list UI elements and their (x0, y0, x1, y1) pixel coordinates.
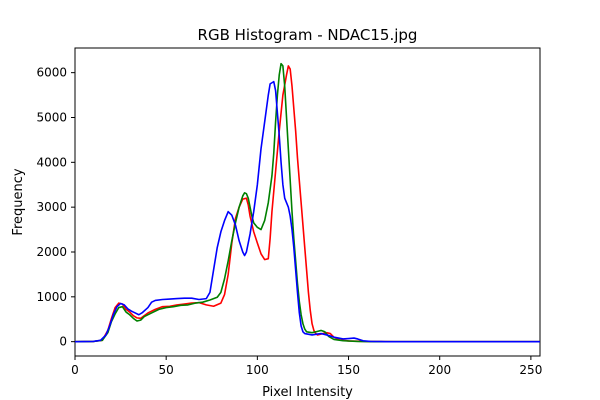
y-axis-label: Frequency (11, 168, 26, 235)
plot-frame (74, 47, 541, 357)
x-axis: 0 50 100 150 200 250 (71, 356, 542, 377)
chart-title: RGB Histogram - NDAC15.jpg (198, 26, 418, 44)
x-tick-label: 0 (71, 363, 79, 377)
x-tick-label: 150 (337, 363, 360, 377)
y-tick-label: 6000 (36, 66, 67, 80)
x-tick-label: 250 (519, 363, 542, 377)
series-line-1 (74, 62, 540, 343)
x-tick-label: 100 (246, 363, 269, 377)
y-tick-label: 5000 (36, 110, 67, 124)
x-tick-label: 200 (428, 363, 451, 377)
y-tick-label: 1000 (36, 290, 67, 304)
y-axis: 0 1000 2000 3000 4000 5000 6000 (36, 66, 75, 349)
series-layer (74, 62, 540, 343)
y-tick-label: 3000 (36, 200, 67, 214)
series-line-2 (74, 80, 540, 343)
y-tick-label: 2000 (36, 245, 67, 259)
series-line-0 (74, 65, 540, 343)
x-tick-label: 50 (159, 363, 174, 377)
y-tick-label: 4000 (36, 155, 67, 169)
y-tick-label: 0 (59, 335, 67, 349)
x-axis-label: Pixel Intensity (262, 385, 353, 400)
